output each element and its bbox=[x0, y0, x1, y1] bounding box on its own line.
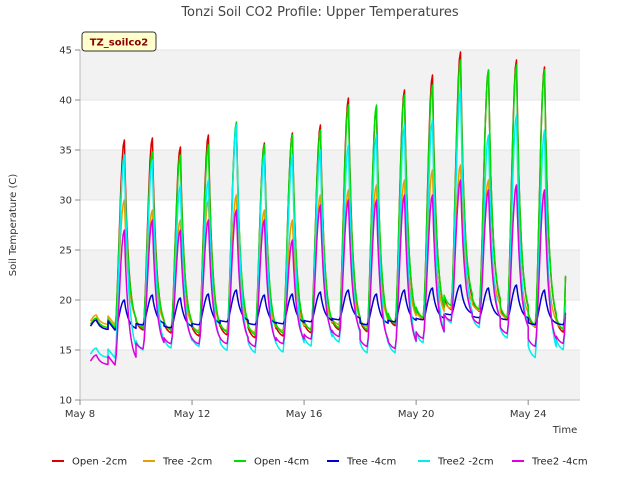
legend-item: Tree2 -2cm bbox=[418, 457, 494, 468]
y-tick-label: 20 bbox=[59, 296, 72, 307]
x-tick-label: May 16 bbox=[286, 409, 323, 420]
y-tick-label: 10 bbox=[59, 396, 72, 407]
legend-label: Open -4cm bbox=[254, 457, 309, 468]
y-tick-label: 40 bbox=[59, 96, 72, 107]
legend-label: Tree -2cm bbox=[162, 457, 212, 468]
legend-item: Tree -2cm bbox=[143, 457, 212, 468]
x-tick-label: May 8 bbox=[65, 409, 95, 420]
x-tick-label: May 20 bbox=[398, 409, 435, 420]
chart-title: Tonzi Soil CO2 Profile: Upper Temperatur… bbox=[180, 5, 459, 20]
legend-label: Tree2 -2cm bbox=[437, 457, 494, 468]
grid-band bbox=[80, 350, 580, 400]
y-axis-label: Soil Temperature (C) bbox=[8, 174, 19, 277]
grid-band bbox=[80, 50, 580, 100]
y-tick-label: 30 bbox=[59, 196, 72, 207]
x-axis-label: Time bbox=[552, 425, 577, 436]
site-badge: TZ_soilco2 bbox=[81, 31, 157, 52]
y-tick-label: 35 bbox=[59, 146, 72, 157]
legend-item: Open -2cm bbox=[52, 457, 127, 468]
legend-item: Tree2 -4cm bbox=[512, 457, 588, 468]
grid-bands bbox=[80, 49, 580, 401]
axes: 10 15 20 25 30 35 40 45 May 8 May 12 May 16 May 20 M… bbox=[59, 46, 580, 420]
legend-label: Open -2cm bbox=[72, 457, 127, 468]
y-tick-label: 15 bbox=[59, 346, 72, 357]
x-tick-label: May 12 bbox=[174, 409, 211, 420]
series-line-tree2-4cm bbox=[89, 179, 567, 366]
legend-label: Tree -4cm bbox=[346, 457, 396, 468]
legend: Open -2cm Tree -2cm Open -4cm Tree -4cm Tree… bbox=[52, 457, 588, 468]
legend-item: Open -4cm bbox=[234, 457, 309, 468]
series-line-open-4cm bbox=[89, 59, 567, 336]
grid-band bbox=[80, 150, 580, 200]
legend-item: Tree -4cm bbox=[327, 457, 396, 468]
y-tick-label: 45 bbox=[59, 46, 72, 57]
series-layer bbox=[89, 51, 567, 366]
x-tick-label: May 24 bbox=[510, 409, 547, 420]
y-tick-label: 25 bbox=[59, 246, 72, 257]
legend-label: Tree2 -4cm bbox=[531, 457, 588, 468]
site-badge-label: TZ_soilco2 bbox=[90, 38, 149, 49]
